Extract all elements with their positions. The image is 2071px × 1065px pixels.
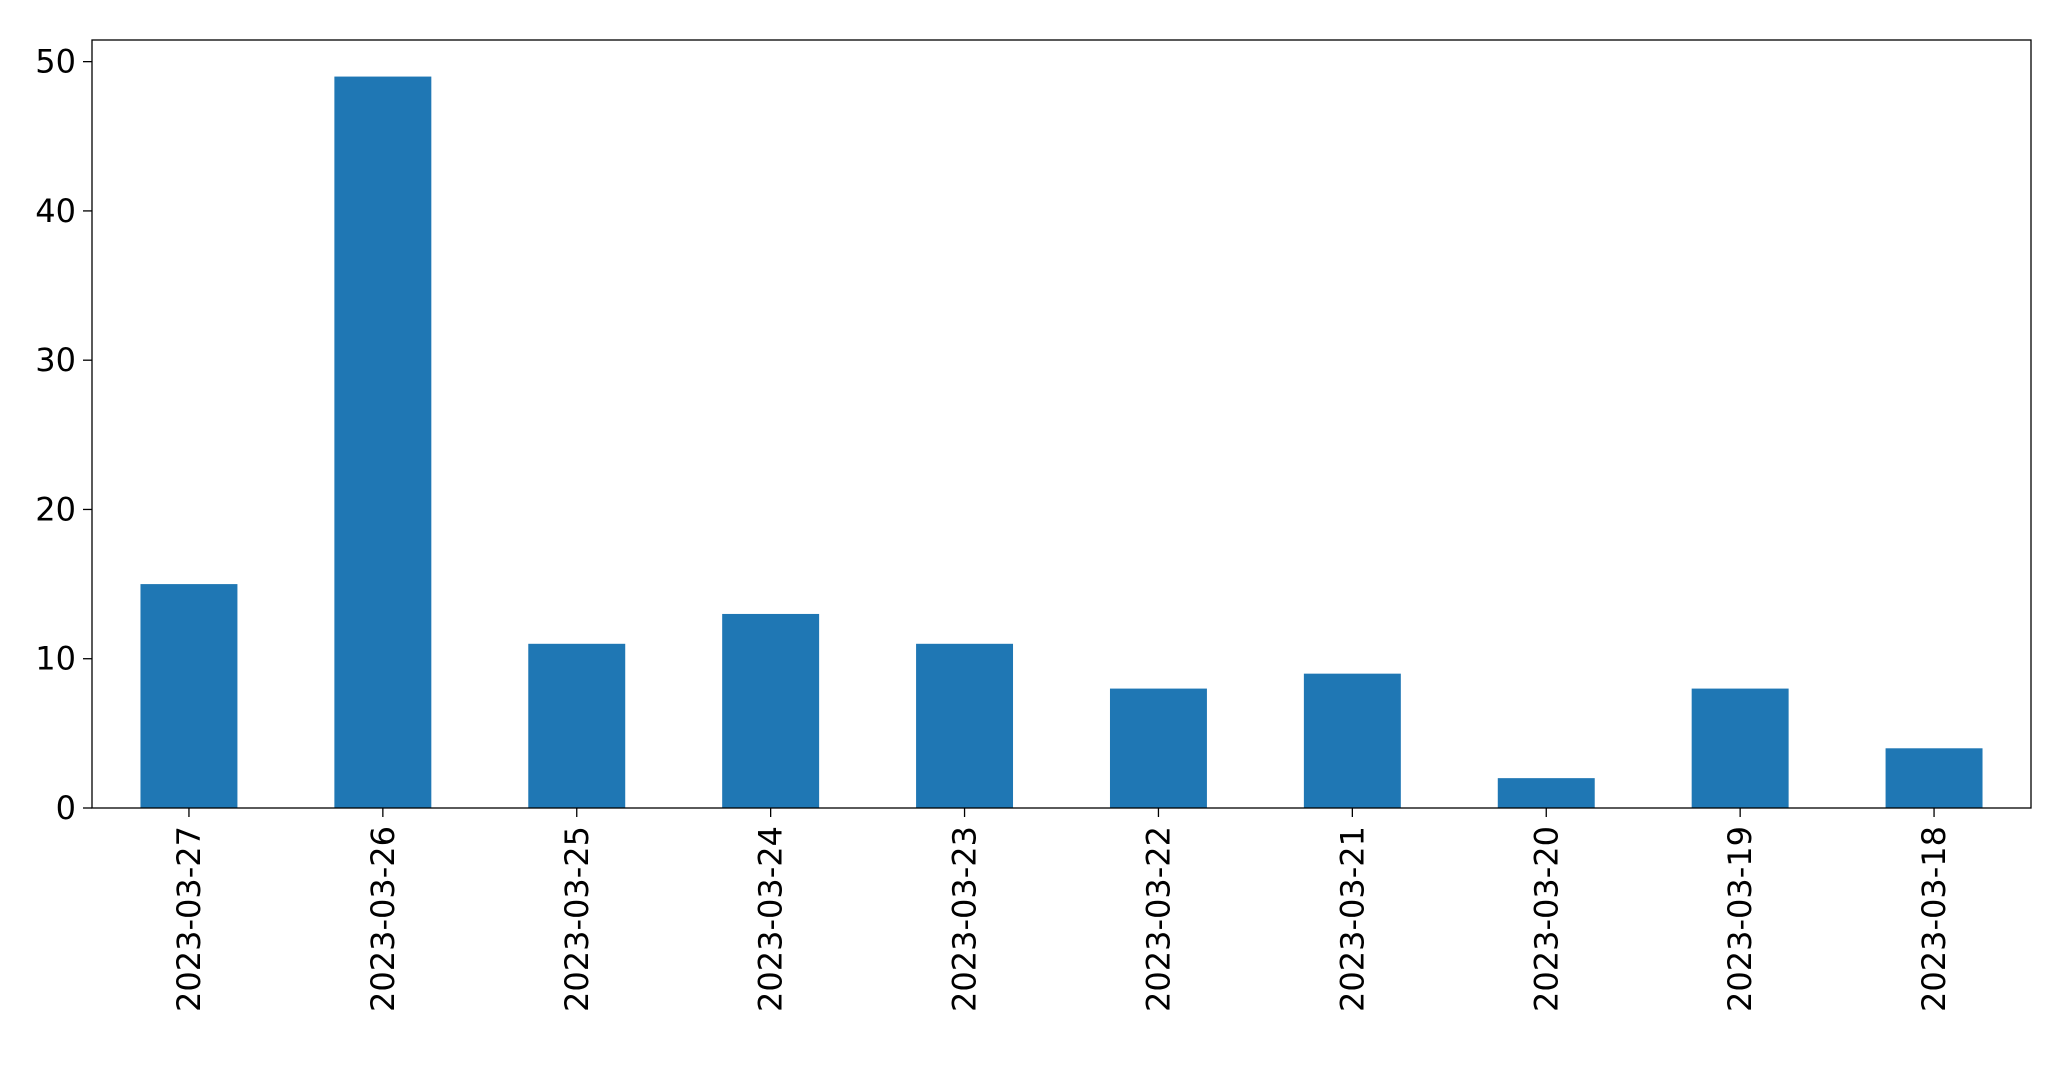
bar-2023-03-27 [140,584,238,808]
bar-2023-03-18 [1885,748,1983,808]
x-tick-label: 2023-03-19 [1721,826,1759,1012]
x-tick-label: 2023-03-23 [946,826,984,1012]
bar-2023-03-25 [528,643,626,808]
y-tick-label: 0 [56,789,76,827]
y-tick-label: 30 [35,341,76,379]
bar-2023-03-20 [1497,778,1595,808]
bar-2023-03-23 [916,643,1014,808]
y-tick-label: 10 [35,640,76,678]
y-tick-label: 20 [35,490,76,528]
x-tick-label: 2023-03-22 [1139,826,1177,1012]
bar-2023-03-21 [1303,673,1401,808]
x-tick-label: 2023-03-21 [1333,826,1371,1012]
bar-2023-03-26 [334,76,432,809]
y-tick-label: 40 [35,192,76,230]
plot-frame [91,39,2032,809]
x-tick-label: 2023-03-20 [1527,826,1565,1012]
bar-2023-03-19 [1691,688,1789,808]
x-tick-label: 2023-03-25 [558,826,596,1012]
x-tick-label: 2023-03-27 [170,826,208,1012]
x-tick-label: 2023-03-24 [752,826,790,1012]
x-tick-label: 2023-03-18 [1915,826,1953,1012]
bar-2023-03-22 [1109,688,1207,808]
y-tick-label: 50 [35,43,76,81]
bar-2023-03-24 [722,613,820,808]
x-tick-label: 2023-03-26 [364,826,402,1012]
